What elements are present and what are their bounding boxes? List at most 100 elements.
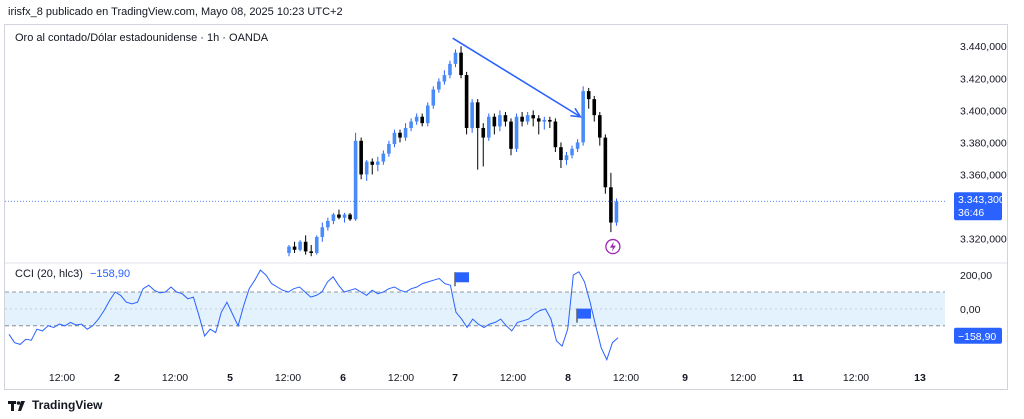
candle (581, 86, 585, 146)
candle-body (292, 246, 297, 250)
candle (564, 152, 569, 165)
candle-body (609, 187, 613, 223)
candle (337, 209, 341, 220)
candle-body (542, 119, 547, 122)
candle-body (387, 144, 391, 154)
candle (603, 134, 608, 194)
candle-body (398, 132, 402, 138)
publish-header: irisfx_8 publicado en TradingView.com, M… (0, 0, 1024, 24)
time-axis-tick-label: 12:00 (730, 372, 756, 384)
price-axis-tick-label: 3.360,000 (960, 169, 1007, 181)
candle-body (342, 214, 347, 218)
candle-body (459, 52, 463, 76)
candle (414, 113, 419, 125)
cci-value-label: −158,90 (958, 331, 996, 343)
candle-body (320, 227, 325, 237)
candle (320, 222, 325, 242)
candle-body (348, 214, 352, 220)
candle-body (381, 153, 386, 162)
candle (598, 111, 602, 146)
candle-body (492, 116, 497, 127)
chart-frame: 3.343,300 36:46 −158,90 3.440,000 3.420,000… (4, 24, 1008, 390)
candle-body (337, 214, 341, 218)
time-axis-tick-label: 12:00 (388, 372, 414, 384)
candle (314, 235, 319, 255)
lightning-bolt (609, 241, 616, 252)
tradingview-logo-icon (8, 401, 25, 411)
cci-flag-icon (454, 272, 469, 287)
candle (487, 113, 491, 141)
time-axis-tick-label: 6 (340, 372, 346, 384)
tradingview-footer[interactable]: TradingView (8, 395, 102, 415)
candle (614, 198, 619, 226)
candle-body (592, 99, 597, 116)
candle-body (586, 91, 591, 100)
candle (553, 118, 558, 153)
candle (370, 158, 375, 175)
candle (381, 150, 386, 165)
candle (409, 118, 413, 132)
candle-body (481, 127, 486, 138)
time-axis-tick-label: 2 (114, 372, 120, 384)
candle-body (575, 142, 580, 149)
candle (498, 110, 502, 132)
candle (559, 142, 563, 169)
candle-body (536, 118, 541, 122)
candle (431, 86, 436, 109)
candle (514, 113, 519, 153)
flag-cloth (455, 272, 469, 283)
candle (448, 60, 452, 79)
candle (525, 111, 530, 125)
candle (531, 110, 535, 127)
footer-brand: TradingView (32, 398, 103, 412)
candle (342, 212, 347, 223)
candle-body (509, 121, 513, 149)
cci-title: CCI (20, hlc3) (15, 268, 83, 280)
candle-body (487, 116, 491, 138)
publish-line: irisfx_8 publicado en TradingView.com, M… (8, 6, 343, 18)
candle-body (475, 102, 480, 128)
time-axis-tick-label: 12:00 (162, 372, 188, 384)
time-axis-tick-label: 13 (914, 372, 926, 384)
candle (392, 129, 397, 148)
candle (376, 156, 380, 172)
candle (403, 123, 408, 141)
candle-body (531, 115, 535, 119)
candle-body (420, 116, 424, 124)
last-price-label-box (954, 192, 1002, 221)
candle-body (581, 91, 585, 143)
candle (570, 145, 574, 159)
time-axis-tick-label: 11 (792, 372, 803, 384)
candle (453, 49, 458, 68)
candle-body (453, 52, 458, 64)
candle-body (431, 89, 436, 106)
trend-arrow-head-icon (570, 107, 582, 118)
time-axis-tick-label: 12:00 (500, 372, 526, 384)
candle-body (287, 246, 291, 253)
candle-body (298, 241, 302, 250)
candle (459, 46, 463, 79)
candle (292, 241, 297, 253)
cci-flag-icon (576, 308, 591, 323)
candle (420, 113, 424, 127)
chart-title: Oro al contado/Dólar estadounidense · 1h… (15, 32, 269, 44)
last-price-label: 3.343,300 (958, 194, 1005, 206)
candle (575, 139, 580, 153)
candle-body (392, 132, 397, 144)
candle (331, 212, 336, 225)
candle (536, 115, 541, 135)
time-axis-tick-label: 5 (227, 372, 233, 384)
cci-line (8, 269, 619, 361)
candle-body (548, 119, 552, 122)
candle-body (359, 140, 363, 175)
candle-body (503, 115, 508, 122)
countdown-label: 36:46 (958, 207, 984, 219)
candle (520, 111, 524, 127)
candle (303, 235, 308, 255)
candle-body (570, 148, 574, 156)
candle-body (442, 75, 447, 82)
candle-body (520, 116, 524, 122)
candle (326, 217, 330, 231)
candle (442, 70, 447, 85)
